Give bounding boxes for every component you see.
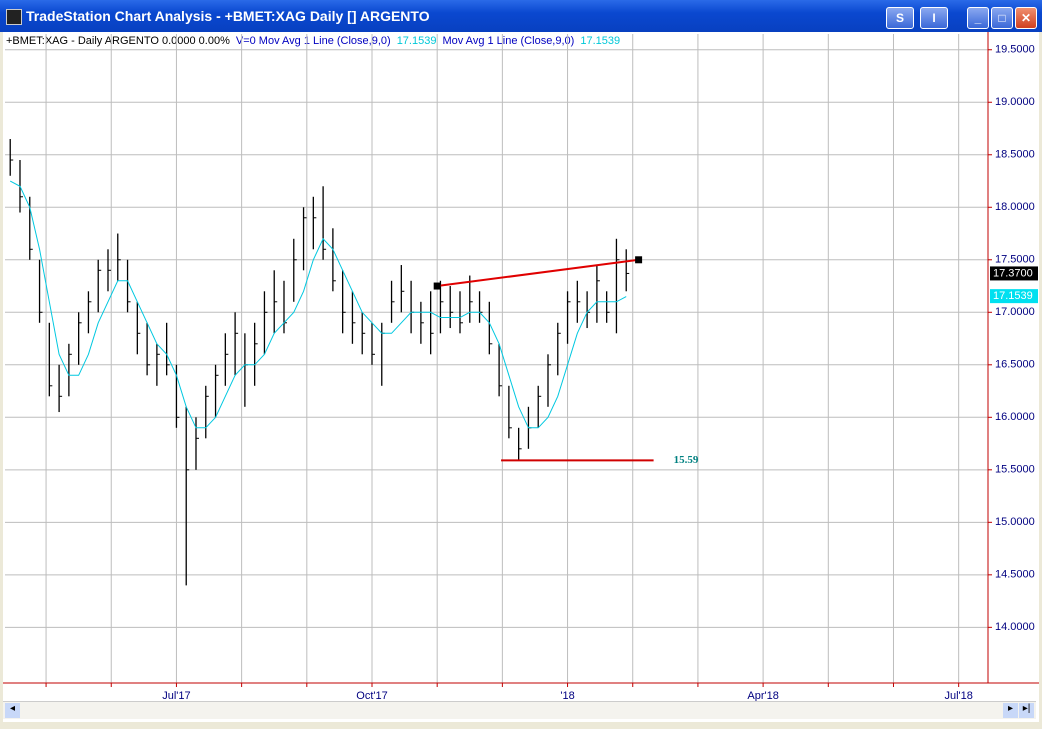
scrollbar[interactable]: ◂ ▸ ▸|: [3, 701, 1036, 719]
x-tick-label: Jul'18: [944, 690, 972, 702]
trendline: [437, 258, 639, 288]
trendline-handle: [433, 282, 441, 290]
title-bar: TradeStation Chart Analysis - +BMET:XAG …: [0, 0, 1042, 32]
legend-item: Mov Avg 1 Line (Close,9,0): [442, 35, 574, 47]
legend: +BMET:XAG - Daily ARGENTO 0.0000 0.00% V=…: [6, 35, 620, 47]
scroll-end[interactable]: ▸|: [1019, 703, 1034, 718]
maximize-button[interactable]: □: [991, 7, 1013, 29]
y-tick-label: 19.0000: [995, 96, 1035, 108]
x-tick-label: Jul'17: [162, 690, 190, 702]
legend-item: V=0 Mov Avg 1 Line (Close,9,0): [236, 35, 391, 47]
y-tick-label: 18.0000: [995, 201, 1035, 213]
y-tick-label: 19.5000: [995, 44, 1035, 56]
close-button[interactable]: ✕: [1015, 7, 1037, 29]
legend-item: +BMET:XAG - Daily ARGENTO 0.0000 0.00%: [6, 35, 230, 47]
x-tick-label: Apr'18: [747, 690, 778, 702]
price-marker: [990, 289, 1038, 304]
trendline-handle: [635, 256, 643, 264]
price-marker-label: 17.1539: [993, 290, 1033, 302]
y-tick-label: 16.0000: [995, 411, 1035, 423]
y-tick-label: 14.5000: [995, 569, 1035, 581]
i-button[interactable]: I: [920, 7, 948, 29]
y-tick-label: 18.5000: [995, 149, 1035, 161]
scroll-right[interactable]: ▸: [1003, 703, 1018, 718]
moving-average: [9, 180, 627, 429]
window-title: TradeStation Chart Analysis - +BMET:XAG …: [26, 8, 430, 24]
support-label: 15.59: [674, 454, 699, 466]
minimize-button[interactable]: _: [967, 7, 989, 29]
legend-item: 17.1539: [580, 35, 620, 47]
scroll-left[interactable]: ◂: [5, 703, 20, 718]
y-tick-label: 15.0000: [995, 516, 1035, 528]
y-tick-label: 16.5000: [995, 359, 1035, 371]
y-tick-label: 15.5000: [995, 464, 1035, 476]
legend-item: 17.1539: [397, 35, 437, 47]
app-icon: [6, 9, 22, 25]
x-tick-label: '18: [560, 690, 574, 702]
chart: +BMET:XAG - Daily ARGENTO 0.0000 0.00% V=…: [3, 32, 1039, 722]
x-tick-label: Oct'17: [356, 690, 387, 702]
y-tick-label: 17.5000: [995, 254, 1035, 266]
y-tick-label: 17.0000: [995, 306, 1035, 318]
y-tick-label: 14.0000: [995, 621, 1035, 633]
s-button[interactable]: S: [886, 7, 914, 29]
price-marker: [990, 266, 1038, 281]
price-marker-label: 17.3700: [993, 267, 1033, 279]
